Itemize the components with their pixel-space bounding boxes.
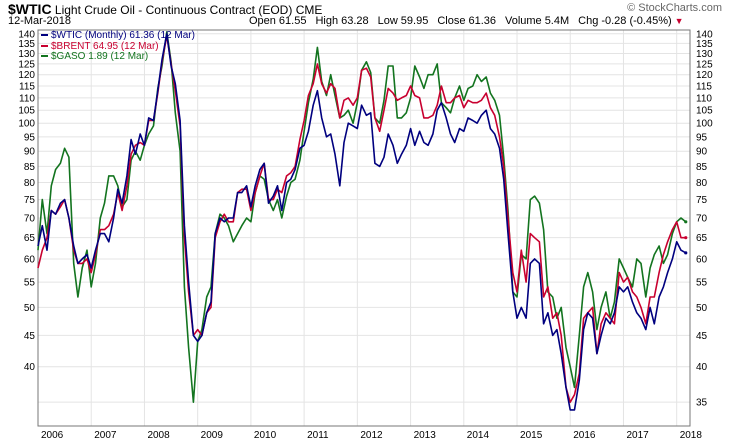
quote-label: High bbox=[315, 15, 339, 27]
quote-label: Open bbox=[249, 15, 276, 27]
series-line bbox=[37, 31, 687, 403]
x-tick-label: 2008 bbox=[147, 430, 170, 441]
y-tick-label-left: 55 bbox=[24, 278, 36, 289]
series-last-point bbox=[684, 236, 688, 240]
quote-value: 63.28 bbox=[341, 15, 369, 27]
quote-label: Low bbox=[377, 15, 398, 27]
legend-label: $GASO 1.89 (12 Mar) bbox=[51, 51, 149, 62]
series-last-point bbox=[684, 251, 688, 255]
y-tick-label-right: 65 bbox=[696, 233, 708, 244]
y-tick-label-left: 50 bbox=[24, 303, 36, 314]
chart-date: 12-Mar-2018 bbox=[8, 15, 71, 27]
y-tick-label-right: 110 bbox=[696, 93, 712, 104]
y-tick-label-right: 35 bbox=[696, 398, 708, 409]
change-down-icon: ▼ bbox=[674, 16, 684, 26]
x-tick-label: 2018 bbox=[680, 430, 703, 441]
quote-value: 5.4M bbox=[544, 15, 570, 27]
y-tick-label-right: 105 bbox=[696, 106, 713, 117]
legend-entry: $BRENT 64.95 (12 Mar) bbox=[41, 40, 195, 53]
legend-swatch bbox=[41, 55, 48, 58]
quote-value: 61.36 bbox=[468, 15, 496, 27]
x-tick-label: 2015 bbox=[520, 430, 543, 441]
y-tick-label-left: 45 bbox=[24, 331, 36, 342]
y-tick-label-left: 95 bbox=[24, 132, 36, 143]
legend-label: $BRENT 64.95 (12 Mar) bbox=[51, 40, 159, 52]
legend-label: $WTIC (Monthly) 61.36 (12 Mar) bbox=[51, 30, 195, 41]
x-tick-label: 2007 bbox=[94, 430, 117, 441]
exchange: CME bbox=[295, 3, 323, 17]
y-tick-label-right: 45 bbox=[696, 331, 708, 342]
x-tick-label: 2017 bbox=[626, 430, 649, 441]
quote-value: 61.55 bbox=[278, 15, 307, 27]
y-tick-label-right: 85 bbox=[696, 162, 708, 173]
quote-bar: Open 61.55 High 63.28 Low 59.95 Close 61.36 Volu… bbox=[240, 15, 684, 27]
quote-value: -0.28 (-0.45%) bbox=[601, 15, 672, 27]
quote-label: Close bbox=[437, 15, 466, 27]
y-tick-label-right: 135 bbox=[696, 39, 713, 50]
x-tick-label: 2006 bbox=[41, 430, 64, 441]
x-tick-label: 2009 bbox=[201, 430, 224, 441]
legend-entry: $WTIC (Monthly) 61.36 (12 Mar) bbox=[41, 30, 195, 42]
x-tick-label: 2012 bbox=[360, 430, 383, 441]
series-last-point bbox=[684, 220, 688, 224]
x-tick-label: 2016 bbox=[573, 430, 596, 441]
y-tick-label-left: 110 bbox=[19, 93, 35, 104]
y-tick-label-left: 125 bbox=[18, 59, 35, 70]
y-tick-label-right: 50 bbox=[696, 303, 708, 314]
y-tick-label-left: 60 bbox=[24, 254, 36, 265]
y-tick-label-right: 115 bbox=[696, 82, 712, 93]
y-tick-label-right: 70 bbox=[696, 213, 708, 224]
y-tick-label-left: 75 bbox=[24, 195, 36, 206]
y-tick-label-left: 130 bbox=[18, 49, 35, 60]
y-tick-label-left: 80 bbox=[24, 178, 36, 189]
x-tick-label: 2010 bbox=[254, 430, 277, 441]
y-tick-label-right: 125 bbox=[696, 59, 713, 70]
y-tick-label-left: 90 bbox=[24, 147, 36, 158]
y-tick-label-right: 120 bbox=[696, 70, 713, 81]
symbol-description: Light Crude Oil - Continuous Contract (E… bbox=[54, 3, 293, 17]
y-tick-label-left: 40 bbox=[24, 362, 36, 373]
y-tick-label-right: 140 bbox=[696, 29, 713, 40]
y-tick-label-left: 135 bbox=[18, 39, 35, 50]
x-tick-label: 2014 bbox=[467, 430, 490, 441]
y-tick-label-right: 95 bbox=[696, 132, 708, 143]
y-tick-label-right: 130 bbox=[696, 49, 713, 60]
chart-legend: $WTIC (Monthly) 61.36 (12 Mar) $BRENT 64.… bbox=[41, 30, 195, 63]
y-tick-label-left: 85 bbox=[24, 162, 36, 173]
x-tick-label: 2013 bbox=[414, 430, 437, 441]
y-tick-label-left: 140 bbox=[18, 29, 35, 40]
y-tick-label-right: 80 bbox=[696, 178, 708, 189]
y-tick-label-left: 115 bbox=[19, 82, 35, 93]
chart-header-title: $WTIC Light Crude Oil - Continuous Contr… bbox=[8, 1, 322, 17]
legend-entry: $GASO 1.89 (12 Mar) bbox=[41, 51, 195, 63]
y-tick-label-right: 100 bbox=[696, 119, 713, 130]
y-tick-label-left: 70 bbox=[24, 213, 36, 224]
y-tick-label-left: 120 bbox=[18, 70, 35, 81]
quote-label: Chg bbox=[578, 15, 599, 27]
y-tick-label-right: 60 bbox=[696, 254, 708, 265]
series-line bbox=[37, 34, 686, 403]
y-tick-label-left: 105 bbox=[18, 106, 35, 117]
x-tick-label: 2011 bbox=[307, 430, 329, 441]
symbol: $WTIC bbox=[8, 1, 52, 17]
y-tick-label-right: 75 bbox=[696, 195, 708, 206]
y-tick-label-right: 55 bbox=[696, 278, 708, 289]
quote-label: Volume bbox=[504, 15, 542, 27]
y-tick-label-right: 90 bbox=[696, 147, 708, 158]
series-line bbox=[37, 33, 687, 411]
stockcharts-logo: © StockCharts.com bbox=[627, 2, 722, 14]
y-tick-label-right: 40 bbox=[696, 362, 708, 373]
y-tick-label-left: 100 bbox=[18, 119, 35, 130]
quote-value: 59.95 bbox=[400, 15, 429, 27]
plot-frame bbox=[37, 29, 691, 427]
legend-swatch bbox=[41, 44, 48, 47]
y-tick-label-left: 65 bbox=[24, 233, 36, 244]
legend-swatch bbox=[41, 34, 48, 37]
